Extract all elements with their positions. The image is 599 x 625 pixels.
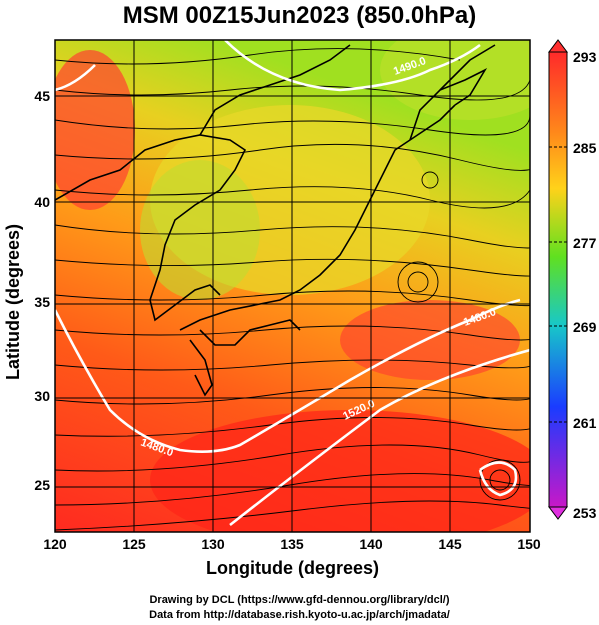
y-tick-label: 35 — [34, 294, 50, 310]
y-tick-label: 30 — [34, 388, 50, 404]
y-tick-label: 45 — [34, 88, 50, 104]
colorbar-label: 293 — [573, 49, 597, 65]
credit-data: Data from http://database.rish.kyoto-u.a… — [149, 609, 450, 621]
y-tick-label: 25 — [34, 477, 50, 493]
colorbar-label: 277 — [573, 235, 597, 251]
x-tick-label: 150 — [517, 536, 541, 552]
map-title: MSM 00Z15Jun2023 (850.0hPa) — [122, 2, 477, 29]
x-tick-label: 135 — [280, 536, 304, 552]
colorbar-label: 261 — [573, 415, 597, 431]
plot-frame — [54, 39, 531, 533]
credit-drawing: Drawing by DCL (https://www.gfd-dennou.o… — [149, 594, 450, 606]
colorbar-label: 253 — [573, 505, 597, 521]
y-tick-label: 40 — [34, 194, 50, 210]
height-contours — [55, 40, 530, 527]
coastline — [55, 44, 496, 397]
x-axis-label: Longitude (degrees) — [205, 558, 379, 578]
x-tick-label: 140 — [359, 536, 383, 552]
x-tick-label: 125 — [122, 536, 146, 552]
x-tick-label: 120 — [43, 536, 67, 552]
colorbar — [548, 39, 568, 520]
colorbar-label: 285 — [573, 140, 597, 156]
x-tick-label: 145 — [438, 536, 462, 552]
y-axis-label: Latitude (degrees) — [3, 223, 23, 380]
colorbar-label: 269 — [573, 319, 597, 335]
graticule — [55, 40, 530, 532]
x-tick-label: 130 — [201, 536, 225, 552]
